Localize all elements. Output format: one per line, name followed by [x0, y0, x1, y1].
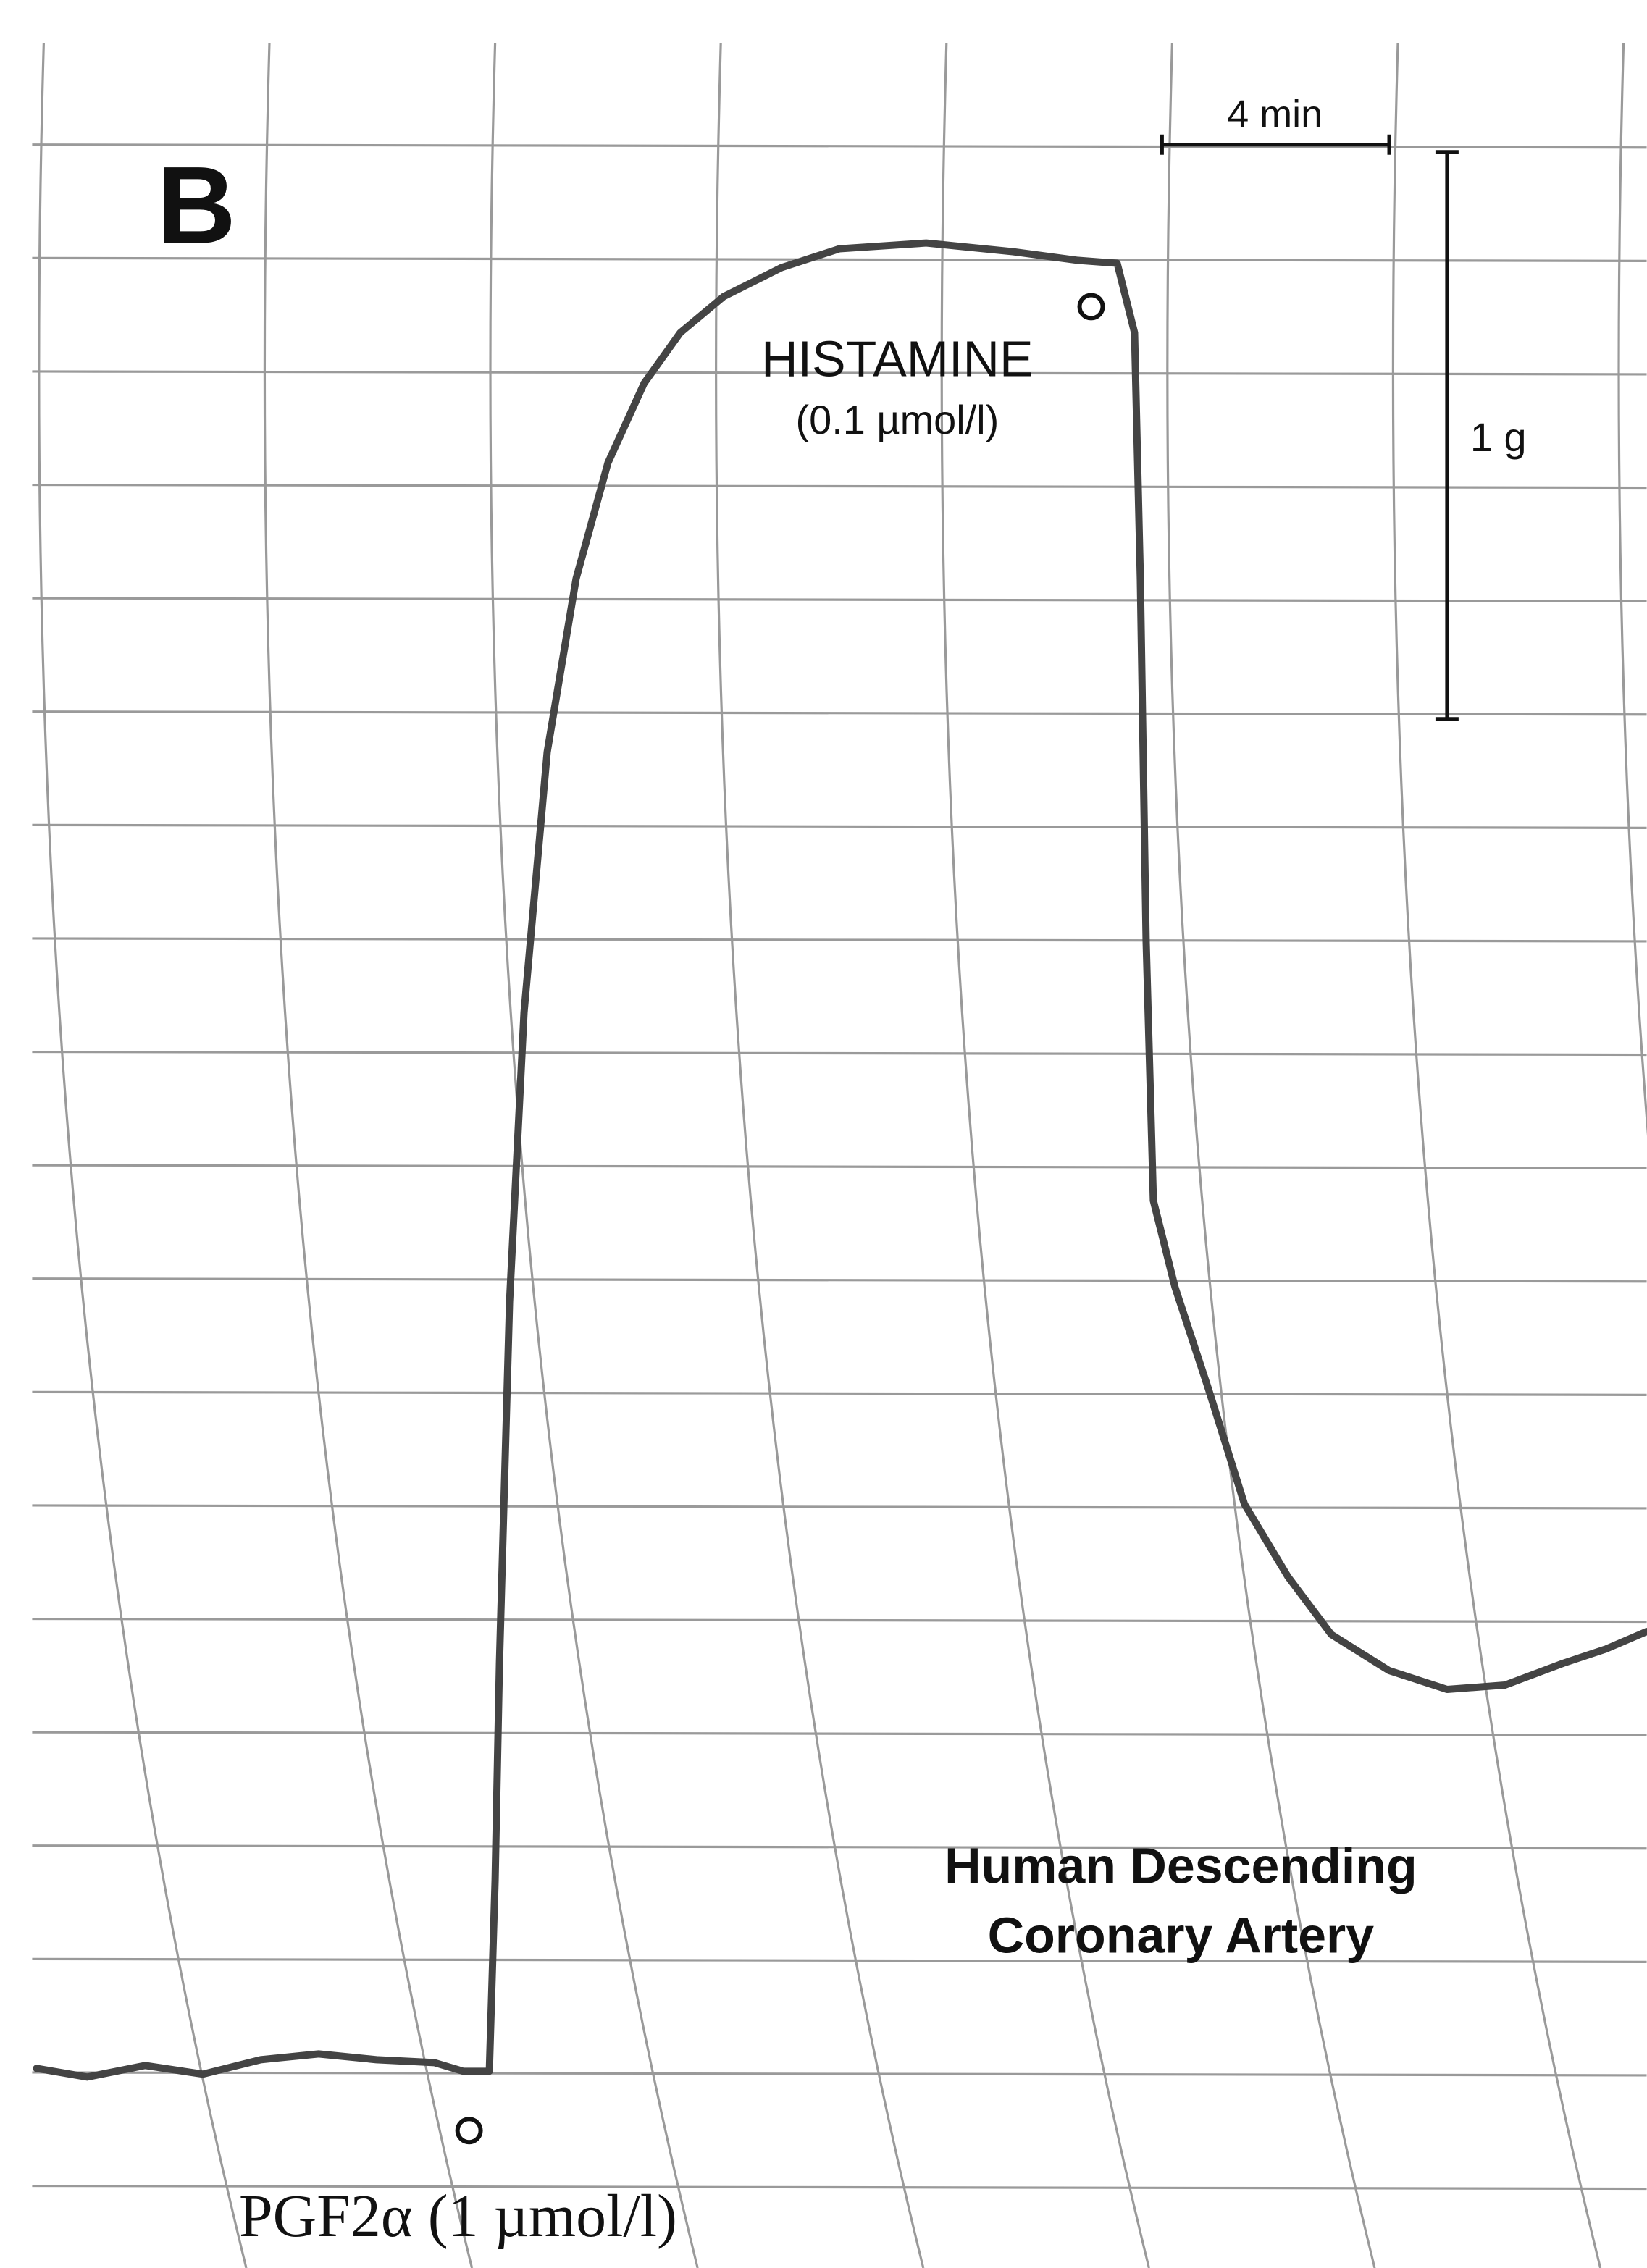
grid-line — [32, 1164, 1647, 1169]
grid-line — [32, 2184, 1647, 2191]
grid-line — [32, 483, 1647, 490]
grid-line — [32, 823, 1647, 829]
grid-line — [32, 597, 1647, 602]
grid-line — [32, 1844, 1647, 1850]
grid-line — [32, 2071, 1647, 2077]
caption-line: Coronary Artery — [988, 1907, 1375, 1964]
pgf-label: PGF2α (1 µmol/l) — [239, 2183, 677, 2250]
histamine-marker — [1077, 293, 1105, 321]
histamine-label: HISTAMINE — [761, 330, 1033, 387]
grid-line — [32, 370, 1647, 376]
grid-line — [263, 43, 474, 2268]
grid-line — [1166, 43, 1376, 2268]
grid-line — [32, 1504, 1647, 1510]
force-scale-label: 1 g — [1470, 414, 1527, 460]
scale-bars — [1160, 134, 1459, 721]
grid-line — [32, 256, 1647, 262]
grid-line — [1617, 43, 1647, 1136]
histamine-dose: (0.1 µmol/l) — [796, 397, 999, 442]
panel-label: B — [156, 145, 236, 267]
pgf-marker — [455, 2117, 483, 2145]
chart-paper-grid — [32, 43, 1647, 2268]
grid-line — [32, 1731, 1647, 1736]
grid-line — [32, 937, 1647, 943]
grid-line — [32, 1617, 1647, 1624]
grid-line — [489, 43, 699, 2268]
caption-line: Human Descending — [944, 1838, 1417, 1894]
grid-line — [32, 1050, 1647, 1057]
tension-trace — [33, 239, 1647, 2081]
grid-line — [32, 1390, 1647, 1396]
grid-line — [1391, 43, 1602, 2268]
grid-line — [32, 143, 1647, 149]
grid-line — [940, 43, 1150, 2268]
grid-line — [32, 1277, 1647, 1283]
grid-line — [32, 1957, 1647, 1963]
grid-line — [38, 43, 248, 2268]
grid-line — [715, 43, 925, 2268]
grid-line — [32, 710, 1647, 716]
time-scale-label: 4 min — [1227, 93, 1323, 136]
